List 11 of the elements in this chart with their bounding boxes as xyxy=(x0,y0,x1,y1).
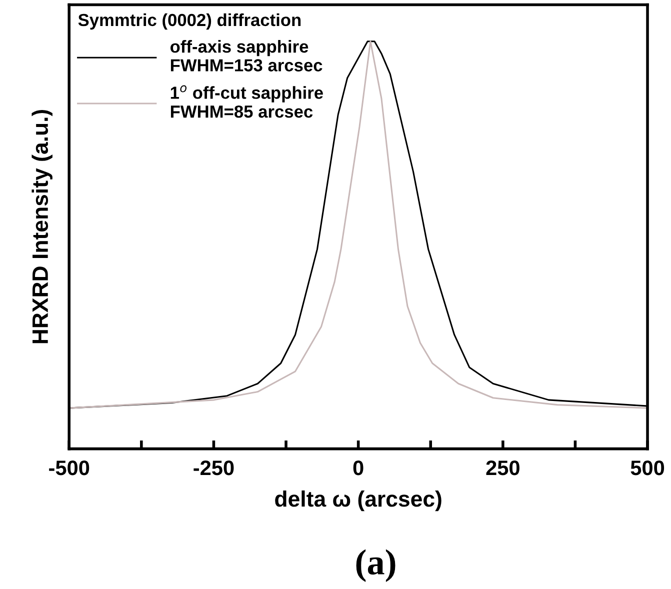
legend-label: 1$^{o}$ off-cut sapphire FWHM=85 arcsec xyxy=(170,85,323,118)
x-tick-label: 500 xyxy=(630,460,664,476)
x-tick-label: -250 xyxy=(194,460,234,476)
x-tick-label: 250 xyxy=(486,460,520,476)
legend-label: off-axis sapphire FWHM=153 arcsec xyxy=(170,40,322,72)
x-tick-label: -500 xyxy=(49,460,90,476)
x-axis-title: delta ω (arcsec) xyxy=(275,490,442,512)
x-tick-label: 0 xyxy=(353,460,364,476)
text: (a) xyxy=(356,549,396,582)
legend-title: Symmtric (0002) diffraction xyxy=(78,13,301,30)
y-axis-title: HRXRD Intensity (a.u.) xyxy=(32,110,52,344)
